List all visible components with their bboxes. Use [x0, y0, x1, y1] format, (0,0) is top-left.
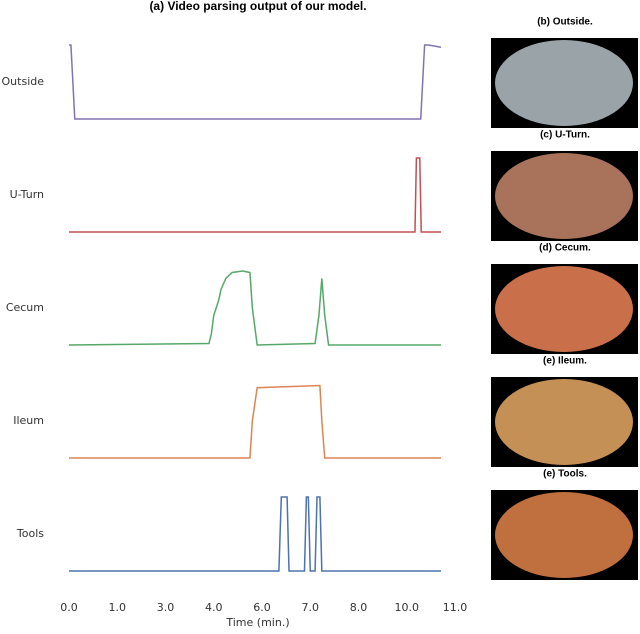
- chart-title: (a) Video parsing output of our model.: [149, 0, 366, 13]
- x-axis-label: Time (min.): [225, 616, 289, 629]
- panel-caption: (e) Tools.: [543, 469, 587, 480]
- series-line: [68, 270, 442, 346]
- x-tick-label: 11.0: [443, 601, 468, 614]
- x-tick-label: 8.0: [350, 601, 368, 614]
- series-line: [69, 384, 442, 459]
- row-label: Tools: [16, 527, 44, 540]
- x-tick-label: 6.0: [253, 601, 271, 614]
- series-line: [69, 44, 442, 120]
- x-tick-label: 0.0: [60, 601, 78, 614]
- x-tick-label: 7.0: [302, 601, 320, 614]
- row-label: Cecum: [6, 301, 44, 314]
- image-content: [495, 266, 633, 352]
- series-line: [69, 157, 442, 233]
- panel-caption: (e) Ileum.: [543, 356, 587, 367]
- panel-caption: (d) Cecum.: [539, 243, 591, 254]
- x-tick-label: 3.0: [157, 601, 175, 614]
- image-content: [495, 153, 633, 239]
- image-content: [495, 492, 633, 578]
- series-line: [69, 496, 442, 572]
- panel-caption: (b) Outside.: [537, 17, 593, 28]
- panel-caption: (c) U-Turn.: [540, 130, 590, 141]
- x-tick-label: 1.0: [109, 601, 127, 614]
- image-content: [495, 40, 633, 126]
- image-content: [495, 379, 633, 465]
- row-label: U-Turn: [10, 188, 44, 201]
- row-label: Ileum: [13, 414, 44, 427]
- x-tick-label: 4.0: [205, 601, 223, 614]
- x-tick-label: 10.0: [395, 601, 420, 614]
- row-label: Outside: [2, 75, 45, 88]
